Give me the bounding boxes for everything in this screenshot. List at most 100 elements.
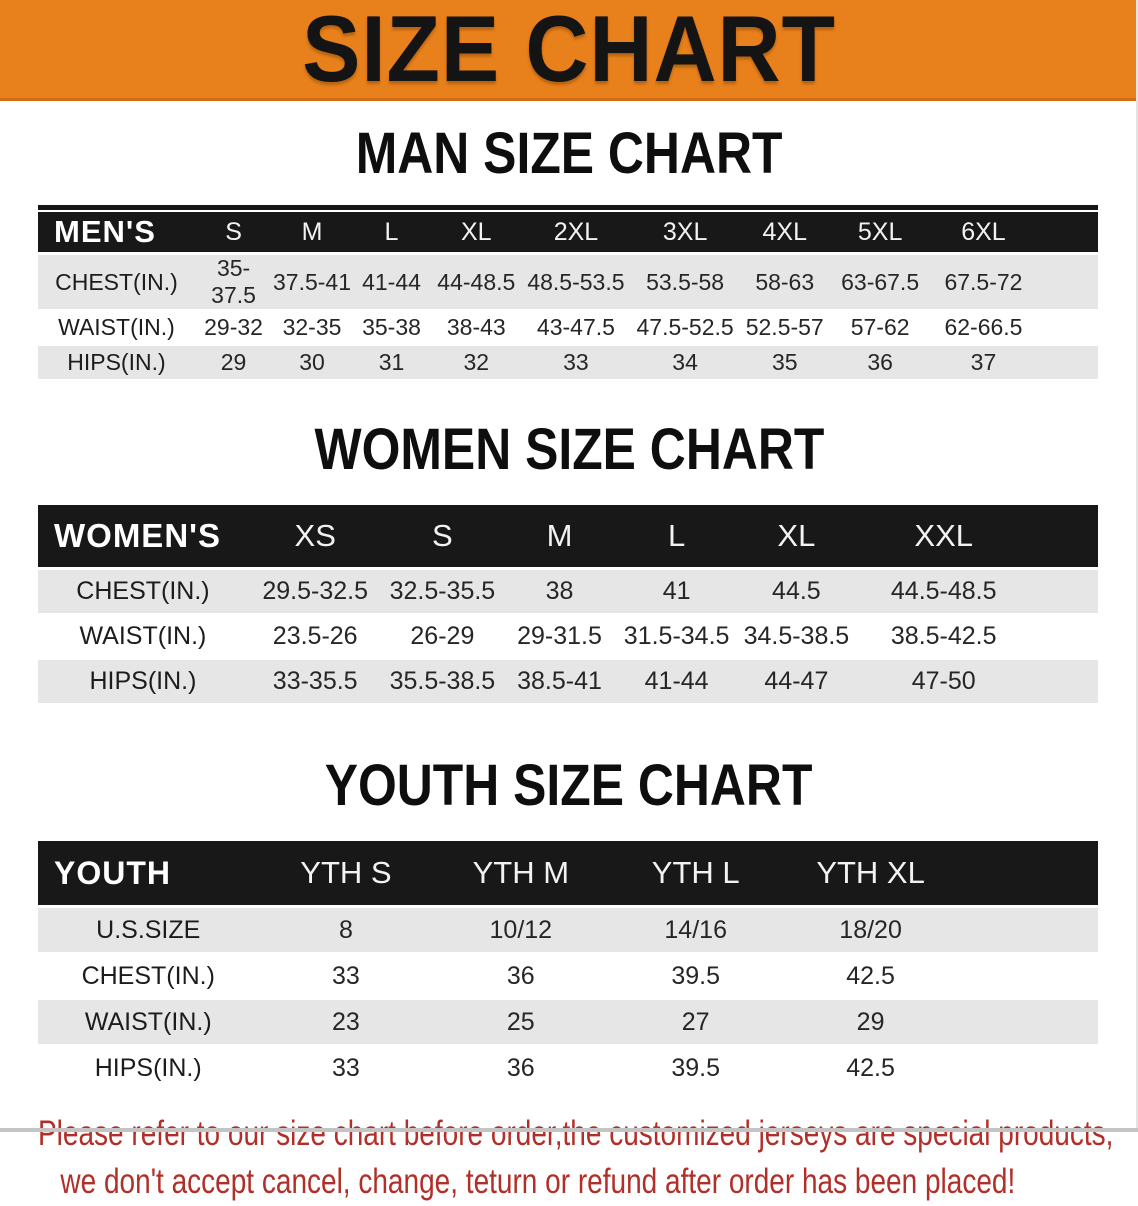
size-value-cell: 35.5-38.5 [382, 659, 503, 705]
size-value-cell: 36 [829, 345, 931, 381]
table-row: WAIST(IN.) 23 25 27 29 [38, 999, 1098, 1046]
size-value-cell: 36 [433, 953, 609, 1000]
size-value-cell: 38.5-41 [502, 659, 617, 705]
size-column-header: 5XL [829, 212, 931, 255]
size-value-cell: 18/20 [783, 906, 959, 954]
size-value-cell: 36 [433, 1045, 609, 1092]
size-column-header: L [616, 505, 737, 570]
size-column-header: 2XL [521, 212, 631, 255]
size-value-cell: 37.5-41 [272, 253, 352, 311]
notice-line-1: Please refer to our size chart before or… [38, 1114, 1114, 1153]
order-notice: Please refer to our size chart before or… [0, 1110, 1138, 1206]
size-value-cell: 33 [521, 345, 631, 381]
size-value-cell: 39.5 [608, 1045, 784, 1092]
size-value-cell: 47-50 [856, 659, 1032, 705]
women-size-table-wrap: WOMEN'S XS S M L XL XXL CHEST(IN.) 29.5-32.5 32.5… [38, 505, 1098, 705]
size-value-cell: 58-63 [739, 253, 830, 311]
size-value-cell: 52.5-57 [739, 310, 830, 346]
table-row: CHEST(IN.) 33 36 39.5 42.5 [38, 953, 1098, 1000]
size-value-cell: 30 [272, 345, 352, 381]
youth-section-title: YOUTH SIZE CHART [0, 757, 1138, 815]
row-label: HIPS(IN.) [38, 1045, 259, 1092]
size-column-header: S [194, 212, 273, 255]
size-value-cell: 33 [258, 1045, 434, 1092]
size-value-cell: 35 [739, 345, 830, 381]
size-value-cell: 32.5-35.5 [382, 568, 503, 615]
row-label: CHEST(IN.) [38, 953, 259, 1000]
row-label: WAIST(IN.) [38, 310, 195, 346]
table-row: CHEST(IN.) 29.5-32.5 32.5-35.5 38 41 44.5 44.5… [38, 568, 1098, 615]
row-label: HIPS(IN.) [38, 659, 248, 705]
size-column-header: YTH S [258, 841, 434, 908]
size-value-cell: 29 [783, 999, 959, 1046]
size-column-header: L [351, 212, 432, 255]
size-value-cell: 33-35.5 [247, 659, 383, 705]
table-row: U.S.SIZE 8 10/12 14/16 18/20 [38, 906, 1098, 954]
size-value-cell: 48.5-53.5 [521, 253, 631, 311]
row-spacer-cell [1036, 345, 1098, 381]
row-spacer-cell [958, 906, 1098, 954]
header-spacer-cell [1031, 505, 1098, 570]
row-spacer-cell [958, 1045, 1098, 1092]
size-value-cell: 25 [433, 999, 609, 1046]
size-value-cell: 44.5 [736, 568, 857, 615]
size-value-cell: 29-31.5 [502, 614, 617, 660]
size-column-header: M [272, 212, 352, 255]
table-row: HIPS(IN.) 29 30 31 32 33 34 35 36 37 [38, 345, 1098, 381]
size-value-cell: 29.5-32.5 [247, 568, 383, 615]
size-value-cell: 42.5 [783, 1045, 959, 1092]
size-value-cell: 57-62 [829, 310, 931, 346]
size-value-cell: 35-38 [351, 310, 432, 346]
row-label: WAIST(IN.) [38, 999, 259, 1046]
size-column-header: XXL [856, 505, 1032, 570]
table-row: HIPS(IN.) 33-35.5 35.5-38.5 38.5-41 41-44 44-… [38, 659, 1098, 705]
size-value-cell: 26-29 [382, 614, 503, 660]
size-value-cell: 8 [258, 906, 434, 954]
youth-size-table: YOUTH YTH S YTH M YTH L YTH XL U.S.SIZE 8 10/12… [38, 841, 1098, 1092]
size-value-cell: 53.5-58 [630, 253, 740, 311]
row-label: HIPS(IN.) [38, 345, 195, 381]
row-spacer-cell [1036, 310, 1098, 346]
size-value-cell: 41-44 [616, 659, 737, 705]
table-row: WAIST(IN.) 29-32 32-35 35-38 38-43 43-47.5 47.… [38, 310, 1098, 346]
size-value-cell: 67.5-72 [930, 253, 1037, 311]
size-value-cell: 32-35 [272, 310, 352, 346]
size-chart-banner: SIZE CHART [0, 0, 1138, 101]
size-column-header: YTH M [433, 841, 609, 908]
size-value-cell: 29 [194, 345, 273, 381]
size-column-header: XL [736, 505, 857, 570]
row-spacer-cell [1031, 659, 1098, 705]
size-value-cell: 47.5-52.5 [630, 310, 740, 346]
size-value-cell: 38 [502, 568, 617, 615]
size-value-cell: 23 [258, 999, 434, 1046]
youth-section-title-text: YOUTH SIZE CHART [325, 753, 813, 818]
men-section-title-text: MAN SIZE CHART [355, 121, 783, 186]
size-value-cell: 38-43 [431, 310, 522, 346]
size-column-header: XS [247, 505, 383, 570]
size-column-header: YTH L [608, 841, 784, 908]
table-header-row: MEN'S S M L XL 2XL 3XL 4XL 5XL 6XL [38, 212, 1098, 255]
men-size-table-wrap: MEN'S S M L XL 2XL 3XL 4XL 5XL 6XL CHEST(IN.) 35-37… [38, 205, 1098, 381]
size-value-cell: 39.5 [608, 953, 784, 1000]
men-section-title: MAN SIZE CHART [0, 125, 1138, 183]
row-label: WAIST(IN.) [38, 614, 248, 660]
women-section-title: WOMEN SIZE CHART [0, 421, 1138, 479]
size-value-cell: 32 [431, 345, 522, 381]
size-value-cell: 38.5-42.5 [856, 614, 1032, 660]
women-section-title-text: WOMEN SIZE CHART [314, 417, 824, 482]
size-value-cell: 31.5-34.5 [616, 614, 737, 660]
size-value-cell: 41-44 [351, 253, 432, 311]
size-column-header: XL [431, 212, 522, 255]
size-value-cell: 34 [630, 345, 740, 381]
size-value-cell: 27 [608, 999, 784, 1046]
size-value-cell: 42.5 [783, 953, 959, 1000]
size-value-cell: 41 [616, 568, 737, 615]
size-column-header: 4XL [739, 212, 830, 255]
men-size-table: MEN'S S M L XL 2XL 3XL 4XL 5XL 6XL CHEST(IN.) 35-37… [38, 212, 1098, 381]
table-row: WAIST(IN.) 23.5-26 26-29 29-31.5 31.5-34.5 34… [38, 614, 1098, 660]
header-spacer-cell [958, 841, 1098, 908]
row-label: U.S.SIZE [38, 906, 259, 954]
size-value-cell: 34.5-38.5 [736, 614, 857, 660]
size-value-cell: 63-67.5 [829, 253, 931, 311]
row-label: CHEST(IN.) [38, 568, 248, 615]
